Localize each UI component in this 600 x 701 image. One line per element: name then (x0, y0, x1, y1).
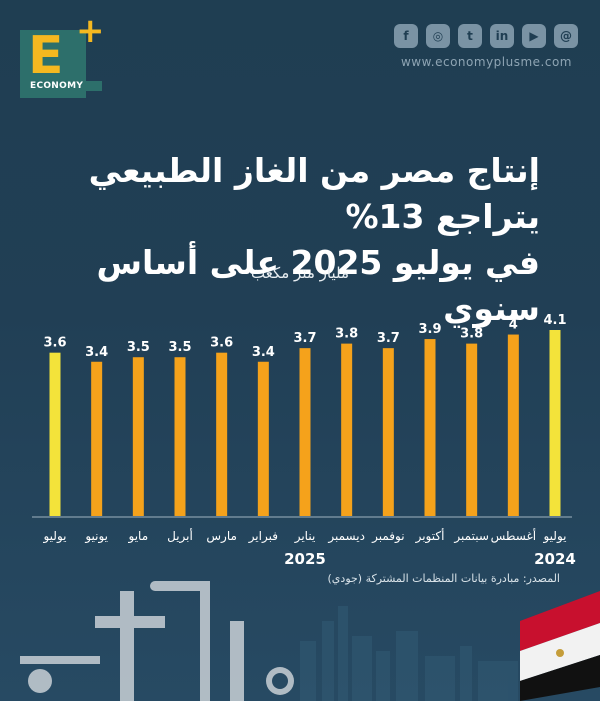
x-tick-label: يناير (294, 529, 316, 544)
x-tick-label: يوليو (42, 529, 66, 544)
x-tick-label: سبتمبر (453, 529, 488, 544)
bar (174, 357, 186, 516)
youtube-icon[interactable]: ▶ (522, 24, 546, 48)
x-tick-label: يونيو (84, 529, 108, 544)
bar (49, 352, 61, 516)
logo-word: ECONOMY (30, 81, 102, 91)
linkedin-icon[interactable]: in (490, 24, 514, 48)
bar (132, 357, 144, 516)
x-tick-label: نوفمبر (371, 529, 404, 544)
twitter-icon[interactable]: t (458, 24, 482, 48)
data-label: 3.7 (293, 331, 316, 346)
data-label: 3.5 (127, 340, 150, 355)
x-tick-label: ديسمبر (327, 529, 365, 544)
title-line-1: إنتاج مصر من الغاز الطبيعي يتراجع 13% (88, 151, 540, 236)
title-line-2: في يوليو 2025 على أساس سنوي (96, 243, 540, 328)
bar (424, 339, 436, 516)
data-label: 4.1 (543, 313, 566, 328)
x-tick-label: أبريل (167, 528, 193, 544)
data-label: 3.9 (418, 322, 441, 337)
bar (91, 361, 103, 516)
bar (341, 343, 353, 516)
bar (466, 343, 478, 516)
threads-icon[interactable]: @ (554, 24, 578, 48)
x-tick-label: مارس (206, 529, 237, 544)
data-label: 3.4 (85, 345, 108, 360)
chart-title: إنتاج مصر من الغاز الطبيعي يتراجع 13% في… (20, 148, 540, 332)
data-label: 3.8 (335, 327, 358, 342)
website-link[interactable]: www.economyplusme.com (400, 55, 572, 69)
bar-chart: 4.1 يوليو 4 أغسطس 3.8 سبتمبر 3.9 أكتوبر 3.7 نوفمب… (32, 313, 576, 568)
bar (299, 348, 311, 516)
bar (257, 361, 269, 516)
year-label: 2024 (534, 550, 576, 568)
x-tick-label: أكتوبر (415, 528, 445, 544)
data-label: 3.6 (210, 336, 233, 351)
x-tick-label: يوليو (542, 529, 566, 544)
data-label: 3.7 (377, 331, 400, 346)
year-label: 2025 (284, 550, 326, 568)
bar (549, 330, 561, 516)
data-label: 4 (509, 318, 518, 333)
x-tick-label: مايو (128, 529, 149, 544)
bar (382, 348, 394, 516)
data-label: 3.4 (252, 345, 275, 360)
data-label: 3.5 (168, 340, 191, 355)
instagram-icon[interactable]: ◎ (426, 24, 450, 48)
source-note: المصدر: مبادرة بيانات المنظمات المشتركة … (327, 572, 560, 585)
facebook-icon[interactable]: f (394, 24, 418, 48)
skyline-illustration (20, 581, 600, 701)
egypt-flag (520, 591, 600, 701)
logo-letter: E (28, 26, 64, 86)
logo-plus: + (76, 11, 105, 51)
bar (216, 352, 228, 516)
x-tick-label: فبراير (248, 529, 278, 544)
brand-logo: E + ECONOMY (20, 14, 105, 98)
x-tick-label: أغسطس (491, 528, 536, 544)
y-axis-label: مليار متر مكعب (251, 264, 349, 282)
bar (507, 334, 519, 516)
data-label: 3.6 (43, 336, 66, 351)
data-label: 3.8 (460, 327, 483, 342)
social-icons: f ◎ t in ▶ @ (394, 24, 578, 48)
